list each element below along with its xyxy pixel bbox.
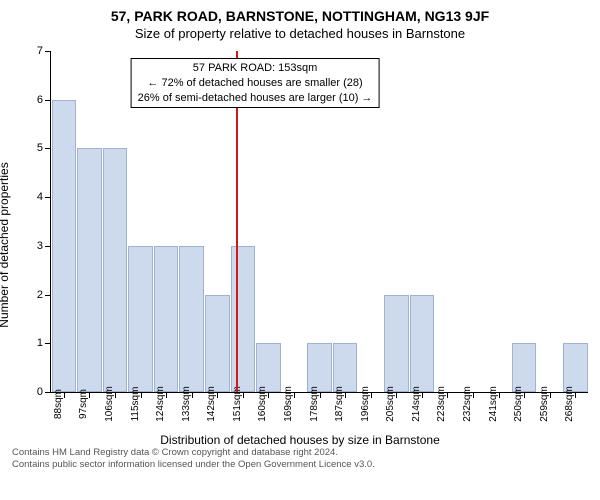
bar-slot: 223sqm bbox=[435, 51, 461, 392]
y-tick bbox=[45, 392, 51, 393]
x-tick bbox=[473, 392, 474, 398]
bar bbox=[52, 100, 77, 392]
y-tick-label: 0 bbox=[25, 386, 43, 398]
y-tick bbox=[45, 148, 51, 149]
bar bbox=[384, 295, 409, 392]
x-tick-label: 187sqm bbox=[334, 386, 345, 422]
x-tick bbox=[115, 392, 116, 398]
x-tick-label: 205sqm bbox=[385, 386, 396, 422]
chart-subtitle: Size of property relative to detached ho… bbox=[12, 26, 588, 41]
bar-slot: 268sqm bbox=[563, 51, 589, 392]
x-tick-label: 142sqm bbox=[206, 386, 217, 422]
y-tick-label: 7 bbox=[25, 45, 43, 57]
x-tick-label: 169sqm bbox=[283, 386, 294, 422]
x-tick-label: 214sqm bbox=[411, 386, 422, 422]
x-tick bbox=[396, 392, 397, 398]
bar-slot: 259sqm bbox=[537, 51, 563, 392]
x-tick-label: 223sqm bbox=[436, 386, 447, 422]
y-tick bbox=[45, 100, 51, 101]
y-tick-label: 2 bbox=[25, 289, 43, 301]
x-tick bbox=[294, 392, 295, 398]
x-tick-label: 196sqm bbox=[360, 386, 371, 422]
footer-line2: Contains public sector information licen… bbox=[12, 459, 588, 471]
annotation-line3: 26% of semi-detached houses are larger (… bbox=[138, 91, 373, 106]
bar bbox=[128, 246, 153, 392]
footer-line1: Contains HM Land Registry data © Crown c… bbox=[12, 447, 588, 459]
bar bbox=[103, 148, 128, 392]
bar bbox=[512, 343, 537, 392]
x-tick-label: 160sqm bbox=[257, 386, 268, 422]
y-tick bbox=[45, 51, 51, 52]
y-tick-label: 1 bbox=[25, 337, 43, 349]
bar-slot: 241sqm bbox=[486, 51, 512, 392]
bar bbox=[231, 246, 256, 392]
y-tick bbox=[45, 197, 51, 198]
y-tick-label: 6 bbox=[25, 94, 43, 106]
bar bbox=[77, 148, 102, 392]
x-tick-label: 88sqm bbox=[53, 389, 64, 419]
bar bbox=[563, 343, 588, 392]
bar-slot: 88sqm bbox=[51, 51, 77, 392]
x-tick-label: 178sqm bbox=[309, 386, 320, 422]
plot-region: 88sqm97sqm106sqm115sqm124sqm133sqm142sqm… bbox=[50, 51, 588, 393]
x-tick bbox=[575, 392, 576, 398]
y-tick bbox=[45, 295, 51, 296]
x-tick bbox=[447, 392, 448, 398]
x-tick bbox=[268, 392, 269, 398]
x-tick-label: 124sqm bbox=[155, 386, 166, 422]
footer-attribution: Contains HM Land Registry data © Crown c… bbox=[12, 447, 588, 472]
x-tick-label: 232sqm bbox=[462, 386, 473, 422]
x-tick-label: 133sqm bbox=[181, 386, 192, 422]
chart-area: Number of detached properties 88sqm97sqm… bbox=[12, 45, 588, 445]
y-tick-label: 5 bbox=[25, 142, 43, 154]
bar-slot: 232sqm bbox=[460, 51, 486, 392]
bar bbox=[179, 246, 204, 392]
x-tick bbox=[166, 392, 167, 398]
bar-slot: 106sqm bbox=[102, 51, 128, 392]
x-tick-label: 241sqm bbox=[488, 386, 499, 422]
y-tick bbox=[45, 343, 51, 344]
bar bbox=[154, 246, 179, 392]
annotation-line2: ← 72% of detached houses are smaller (28… bbox=[138, 76, 373, 91]
chart-title: 57, PARK ROAD, BARNSTONE, NOTTINGHAM, NG… bbox=[12, 8, 588, 24]
x-tick bbox=[422, 392, 423, 398]
bar-slot: 250sqm bbox=[511, 51, 537, 392]
x-tick bbox=[89, 392, 90, 398]
y-axis-label: Number of detached properties bbox=[0, 162, 11, 327]
chart-container: 57, PARK ROAD, BARNSTONE, NOTTINGHAM, NG… bbox=[0, 0, 600, 500]
bar bbox=[333, 343, 358, 392]
annotation-line1: 57 PARK ROAD: 153sqm bbox=[138, 61, 373, 76]
x-axis-label: Distribution of detached houses by size … bbox=[160, 433, 440, 447]
x-tick-label: 250sqm bbox=[513, 386, 524, 422]
x-tick-label: 268sqm bbox=[564, 386, 575, 422]
bar-slot: 205sqm bbox=[384, 51, 410, 392]
bar-slot: 97sqm bbox=[77, 51, 103, 392]
x-tick bbox=[524, 392, 525, 398]
y-tick-label: 4 bbox=[25, 191, 43, 203]
annotation-box: 57 PARK ROAD: 153sqm← 72% of detached ho… bbox=[131, 58, 380, 109]
bar bbox=[410, 295, 435, 392]
y-tick-label: 3 bbox=[25, 240, 43, 252]
bar bbox=[205, 295, 230, 392]
bar bbox=[307, 343, 332, 392]
x-tick bbox=[217, 392, 218, 398]
x-tick-label: 97sqm bbox=[78, 389, 89, 419]
x-tick bbox=[345, 392, 346, 398]
y-tick bbox=[45, 246, 51, 247]
bar-slot: 214sqm bbox=[409, 51, 435, 392]
bar bbox=[256, 343, 281, 392]
x-tick-label: 106sqm bbox=[104, 386, 115, 422]
x-tick-label: 115sqm bbox=[130, 387, 141, 422]
x-tick-label: 259sqm bbox=[539, 386, 550, 422]
